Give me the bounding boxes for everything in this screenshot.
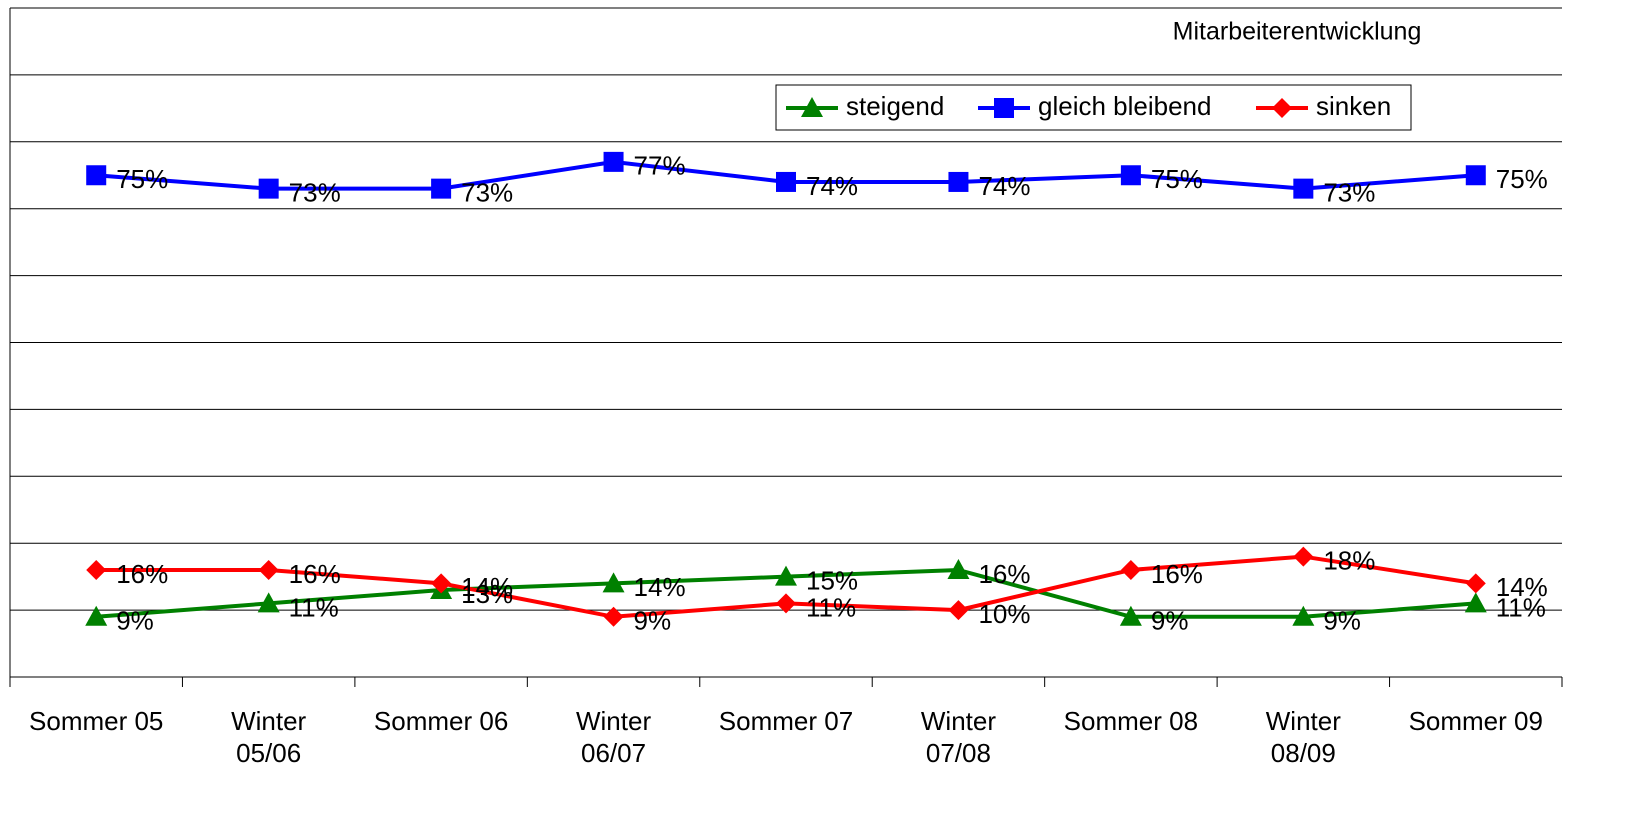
data-point	[776, 593, 796, 614]
data-point	[1120, 559, 1141, 580]
data-point	[258, 559, 279, 580]
data-label: 14%	[1496, 572, 1548, 602]
data-label: 11%	[1496, 592, 1546, 622]
data-point	[948, 171, 969, 192]
data-label: 13%	[461, 579, 513, 609]
legend-label: sinken	[1316, 91, 1391, 121]
data-label: 77%	[634, 151, 686, 181]
data-label: 18%	[1323, 545, 1375, 575]
legend-marker	[1272, 98, 1292, 118]
data-point	[86, 559, 107, 580]
data-point	[257, 592, 280, 613]
data-point	[258, 178, 279, 199]
data-label: 16%	[978, 559, 1030, 589]
data-label: 16%	[1151, 559, 1203, 589]
data-point	[1465, 165, 1486, 186]
data-point	[1293, 178, 1314, 199]
data-label: 9%	[1323, 606, 1361, 636]
data-label: 11%	[289, 592, 339, 622]
data-label: 73%	[1323, 178, 1375, 208]
data-label: 73%	[461, 178, 513, 208]
data-label: 9%	[116, 606, 154, 636]
data-point	[947, 558, 970, 579]
data-label: 73%	[289, 178, 341, 208]
data-label: 75%	[116, 164, 168, 194]
data-point	[1465, 573, 1486, 594]
data-point	[1119, 605, 1142, 626]
data-point	[86, 165, 107, 186]
data-point	[431, 178, 452, 199]
data-label: 75%	[1496, 164, 1548, 194]
data-point	[603, 606, 624, 627]
data-label: 10%	[978, 599, 1030, 629]
data-label: 16%	[289, 559, 341, 589]
chart-title: Mitarbeiterentwicklung	[1173, 18, 1422, 46]
x-tick-label: Sommer 05	[29, 706, 164, 736]
data-point	[1293, 546, 1314, 567]
data-label: 14%	[461, 572, 513, 602]
x-tick-label: Winter 06/07	[575, 706, 652, 768]
data-label: 9%	[634, 606, 672, 636]
data-point	[1464, 592, 1487, 613]
legend-label: gleich bleibend	[1038, 91, 1211, 121]
x-tick-label: Sommer 06	[373, 706, 509, 736]
x-tick-label: Sommer 09	[1408, 706, 1543, 736]
data-point	[948, 600, 969, 621]
data-label: 74%	[978, 171, 1030, 201]
data-label: 16%	[116, 559, 168, 589]
data-point	[1120, 165, 1141, 186]
data-point	[602, 572, 625, 593]
data-point	[431, 573, 452, 594]
x-tick-label: Sommer 08	[1063, 706, 1199, 736]
data-point	[775, 565, 797, 586]
data-point	[603, 151, 624, 172]
data-label: 74%	[806, 171, 858, 201]
legend-marker	[801, 97, 823, 117]
data-point	[85, 605, 108, 626]
data-label: 75%	[1151, 164, 1203, 194]
data-label: 9%	[1151, 606, 1189, 636]
x-tick-label: Sommer 07	[718, 706, 854, 736]
legend-label: steigend	[846, 91, 944, 121]
data-point	[1292, 605, 1315, 626]
x-tick-label: Winter 05/06	[231, 706, 307, 768]
data-label: 11%	[806, 592, 856, 622]
data-label: 14%	[634, 572, 686, 602]
x-tick-label: Winter 08/09	[1265, 706, 1341, 768]
x-tick-label: Winter 07/08	[920, 706, 996, 768]
data-point	[776, 171, 796, 192]
data-label: 15%	[806, 566, 858, 596]
legend-marker	[994, 98, 1014, 118]
